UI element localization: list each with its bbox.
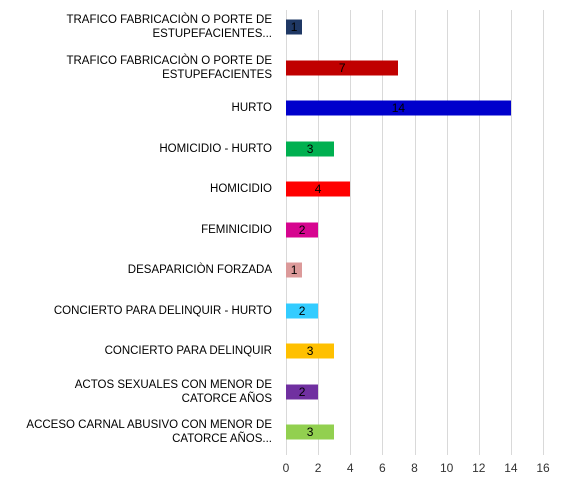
bar (286, 343, 335, 359)
category-label: FEMINICIDIO (201, 223, 272, 236)
category-label: CONCIERTO PARA DELINQUIR (104, 345, 272, 357)
value-label: 2 (298, 222, 306, 237)
grid-line (414, 10, 416, 455)
x-tick-label: 0 (282, 461, 290, 475)
grid-line (478, 10, 480, 455)
category-label: ACCESO CARNAL ABUSIVO CON MENOR DE CATOR… (26, 419, 272, 445)
grid-line (350, 10, 352, 455)
value-label: 1 (290, 263, 298, 277)
bar (286, 19, 303, 35)
grid-line (446, 10, 448, 455)
x-tick-label: 10 (439, 461, 454, 475)
value-label: 14 (391, 101, 406, 115)
category-label: TRAFICO FABRICACIÒN O PORTE DE ESTUPEFAC… (66, 14, 272, 40)
value-label: 7 (338, 60, 346, 75)
grid-line (543, 10, 544, 455)
x-tick-label: 16 (536, 461, 550, 475)
bar (286, 60, 399, 75)
x-tick-label: 6 (379, 461, 386, 475)
value-label: 3 (306, 141, 314, 156)
category-label: HOMICIDIO - HURTO (159, 142, 272, 155)
grid-line (318, 10, 320, 455)
grid-line (382, 10, 384, 455)
category-label: HURTO (231, 102, 272, 114)
value-label: 3 (306, 425, 314, 439)
x-tick-label: 14 (504, 461, 518, 475)
x-tick-label: 12 (472, 461, 486, 475)
category-label: DESAPARICIÒN FORZADA (127, 264, 272, 276)
bar (286, 384, 319, 399)
x-tick-label: 2 (314, 461, 322, 475)
category-label: HOMICIDIO (210, 183, 272, 195)
bar (286, 181, 351, 197)
bar (286, 141, 335, 156)
category-label: ACTOS SEXUALES CON MENOR DE CATORCE AÑOS (74, 378, 272, 405)
value-label: 2 (298, 303, 306, 318)
bar (286, 262, 303, 278)
value-label: 4 (314, 182, 322, 196)
value-label: 2 (298, 384, 306, 399)
bar (286, 424, 335, 440)
bar (286, 303, 319, 318)
category-label: CONCIERTO PARA DELINQUIR - HURTO (53, 304, 272, 317)
value-label: 1 (290, 20, 298, 34)
x-tick-label: 8 (411, 461, 418, 475)
grid-line (510, 10, 512, 455)
x-tick-label: 4 (346, 461, 354, 475)
bar (286, 100, 511, 116)
value-label: 3 (306, 344, 314, 358)
category-label: TRAFICO FABRICACIÒN O PORTE DE ESTUPEFAC… (66, 54, 272, 81)
bar (286, 222, 319, 237)
